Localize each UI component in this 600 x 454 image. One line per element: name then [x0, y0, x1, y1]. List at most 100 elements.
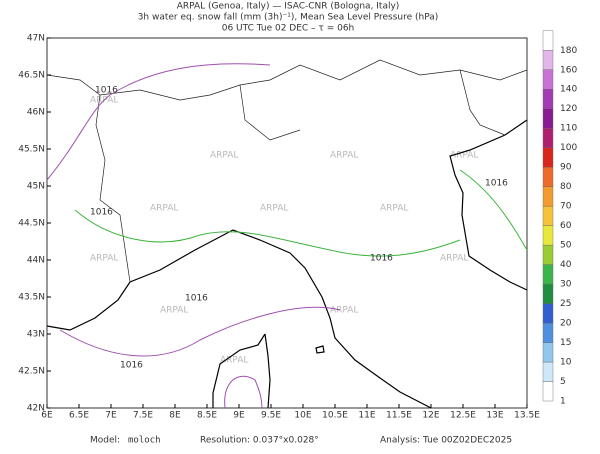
watermark: ARPAL	[380, 204, 408, 214]
colorbar-label: 1	[560, 397, 566, 407]
y-tick-label: 44.5N	[18, 219, 45, 229]
colorbar-label: 30	[560, 280, 572, 290]
watermark: ARPAL	[260, 204, 288, 214]
y-tick-label: 43N	[27, 330, 45, 340]
watermark: ARPAL	[440, 254, 468, 264]
colorbar-box	[542, 283, 554, 304]
watermark: ARPAL	[220, 356, 248, 366]
x-tick-label: 10E	[294, 411, 311, 421]
colorbar-label: 5	[560, 377, 566, 387]
x-tick-label: 12.5E	[450, 411, 476, 421]
y-tick-label: 47N	[27, 34, 45, 44]
colorbar-box	[542, 128, 554, 148]
x-tick-label: 13.5E	[514, 411, 540, 421]
x-tick-label: 6E	[41, 411, 53, 421]
footer-label: Model:	[90, 436, 120, 446]
watermark: ARPAL	[160, 306, 188, 316]
watermark: ARPAL	[210, 151, 238, 161]
colorbar-box	[542, 205, 554, 226]
colorbar-box	[542, 89, 554, 109]
map-frame	[46, 37, 528, 409]
coastline	[46, 229, 432, 409]
isobar-label: 1016	[95, 86, 118, 96]
x-tick-label: 7.5E	[133, 411, 153, 421]
watermark: ARPAL	[150, 204, 178, 214]
colorbar-label: 15	[560, 338, 571, 348]
colorbar-label: 140	[560, 85, 577, 95]
colorbar-label: 160	[560, 65, 577, 75]
colorbar-label: 40	[560, 260, 572, 270]
x-tick-label: 7E	[105, 411, 117, 421]
isobar-label: 1016	[185, 294, 208, 304]
colorbar-box	[542, 147, 554, 168]
colorbar-box	[542, 244, 554, 265]
x-tick-label: 12E	[422, 411, 439, 421]
watermark: ARPAL	[90, 254, 118, 264]
isobar	[59, 306, 341, 357]
isobar-label: 1016	[90, 208, 113, 218]
footer-analysis: Analysis: Tue 00Z02DEC2025	[380, 436, 512, 446]
title-line: 06 UTC Tue 02 DEC – τ = 06h	[222, 24, 355, 34]
colorbar-box	[542, 186, 554, 207]
x-tick-label: 9E	[233, 411, 245, 421]
colorbar-label: 180	[560, 46, 577, 56]
coastline	[449, 119, 528, 291]
y-tick-label: 46N	[27, 108, 45, 118]
colorbar-label: 50	[560, 241, 572, 251]
colorbar-label: 25	[560, 299, 571, 309]
colorbar-box	[542, 264, 554, 285]
contour-labels: 1016 1016 1016 1016 1016 1016	[90, 86, 508, 371]
colorbar-label: 10	[560, 358, 572, 368]
watermark: ARPAL	[90, 96, 118, 106]
watermark: ARPAL	[330, 151, 358, 161]
y-tick-label: 46.5N	[18, 71, 45, 81]
colorbar-box	[542, 166, 554, 187]
x-tick-label: 9.5E	[261, 411, 281, 421]
colorbar-box	[542, 225, 554, 246]
colorbar-box	[542, 322, 554, 343]
isobar	[74, 209, 461, 257]
isobar	[224, 375, 263, 409]
watermarks: ARPAL ARPAL ARPAL ARPAL ARPAL ARPAL ARPA…	[90, 96, 478, 366]
footer-resolution: Resolution: 0.037°x0.028°	[200, 436, 319, 446]
island	[315, 345, 325, 354]
x-tick-label: 8E	[169, 411, 181, 421]
colorbar-label: 120	[560, 104, 577, 114]
isobar	[459, 169, 528, 251]
colorbar-label: 80	[560, 182, 572, 192]
x-tick-label: 11E	[358, 411, 375, 421]
footer-model: moloch	[128, 436, 161, 446]
y-tick-label: 42N	[27, 404, 45, 414]
isobar-label: 1016	[120, 361, 143, 371]
title-line: 3h water eq. snow fall (mm (3h)⁻¹), Mean…	[138, 13, 439, 23]
colorbar-box	[542, 303, 554, 324]
border	[46, 59, 528, 283]
colorbar-box	[542, 342, 554, 363]
x-tick-label: 6.5E	[69, 411, 89, 421]
colorbar-box	[542, 30, 554, 51]
colorbar-box	[542, 361, 554, 382]
x-tick-label: 10.5E	[322, 411, 348, 421]
isobar-label: 1016	[370, 254, 393, 264]
corsica	[212, 333, 271, 409]
colorbar-box	[542, 50, 554, 70]
colorbar-box	[542, 381, 554, 402]
watermark: ARPAL	[450, 151, 478, 161]
y-tick-label: 43.5N	[18, 293, 45, 303]
y-tick-label: 45N	[27, 182, 45, 192]
colorbar-box	[542, 69, 554, 90]
colorbar-label: 110	[560, 124, 577, 134]
colorbar-label: 100	[560, 143, 577, 153]
y-tick-label: 42.5N	[18, 367, 45, 377]
title-line: ARPAL (Genoa, Italy) — ISAC-CNR (Bologna…	[177, 2, 400, 12]
x-tick-label: 8.5E	[197, 411, 217, 421]
colorbar-label: 70	[560, 202, 572, 212]
watermark: ARPAL	[330, 306, 358, 316]
y-tick-label: 44N	[27, 256, 45, 266]
colorbar-label: 60	[560, 221, 572, 231]
map-shapes	[46, 37, 528, 409]
colorbar-box	[542, 108, 554, 129]
colorbar-label: 90	[560, 163, 572, 173]
x-tick-label: 11.5E	[386, 411, 412, 421]
